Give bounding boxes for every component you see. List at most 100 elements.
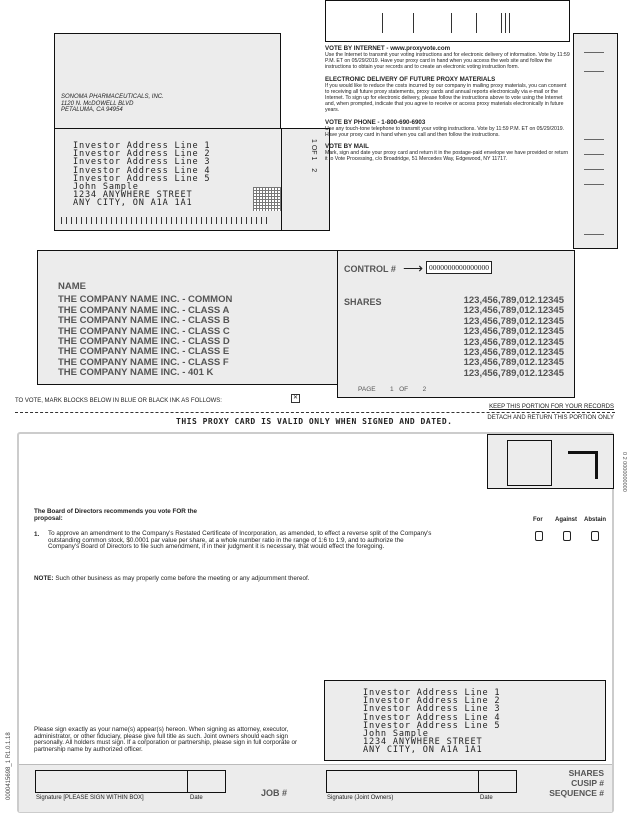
vote-against-checkbox[interactable] [563,531,571,541]
signing-instructions: Please sign exactly as your name(s) appe… [34,726,298,753]
share-value: 123,456,789,012.12345 [463,326,564,338]
holding-name: THE COMPANY NAME INC. - 401 K [58,367,214,379]
shares-code-label: SHARES [568,768,604,778]
date-box[interactable] [187,770,226,793]
joint-date-box[interactable] [478,770,517,793]
address-line: Investor Address Line 4 [73,165,211,176]
share-value: 123,456,789,012.12345 [463,367,564,379]
joint-signature-label: Signature (Joint Owners) [327,795,394,801]
valid-notice: THIS PROXY CARD IS VALID ONLY WHEN SIGNE… [176,417,453,426]
address-line: Investor Address Line 4 [363,712,501,723]
detach-line [15,412,615,413]
investor-address-box: Investor Address Line 1 Investor Address… [54,128,330,231]
holding-name: THE COMPANY NAME INC. - CLASS D [58,336,230,348]
holdings-names-box: NAME THE COMPANY NAME INC. - COMMON THE … [37,250,339,385]
address-line: Investor Address Line 3 [73,157,211,168]
mark-instructions: TO VOTE, MARK BLOCKS BELOW IN BLUE OR BL… [15,398,222,404]
note-label: NOTE: [34,575,54,582]
mark-example-icon: ✕ [291,394,300,403]
scan-box [487,434,614,489]
holding-name: THE COMPANY NAME INC. - CLASS A [58,304,230,316]
job-label: JOB # [261,788,288,798]
vote-abstain-checkbox[interactable] [591,531,599,541]
control-number: 0000000000000000 [426,261,492,274]
holding-name: THE COMPANY NAME INC. - CLASS B [58,315,230,327]
address-line: ANY CITY, ON A1A 1A1 [73,198,193,209]
cusip-label: CUSIP # [571,778,604,788]
edelivery-title: ELECTRONIC DELIVERY OF FUTURE PROXY MATE… [325,75,496,83]
page-a: 1 [310,139,317,143]
holding-name: THE COMPANY NAME INC. - COMMON [58,294,233,306]
board-recommendation: The Board of Directors recommends you vo… [34,508,198,522]
holding-name: THE COMPANY NAME INC. - CLASS C [58,325,230,337]
phone-title: VOTE BY PHONE - 1-800-690-6903 [325,118,426,126]
proposal-number: 1. [34,531,40,538]
grid-mark [253,187,281,211]
date-label: Date [190,795,203,801]
address-line: 1234 ANYWHERE STREET [363,737,483,748]
internet-title: VOTE BY INTERNET - www.proxyvote.com [325,45,451,52]
barcode-box [325,0,570,42]
vote-for-checkbox[interactable] [535,531,543,541]
page-b: 1 [310,156,317,161]
right-strip [573,33,618,249]
mail-title: VOTE BY MAIL [325,143,369,151]
share-value: 123,456,789,012.12345 [463,305,564,317]
joint-date-label: Date [480,795,493,801]
share-value: 123,456,789,012.12345 [463,315,564,327]
page-of: OF [399,386,409,393]
address-line: Investor Address Line 5 [73,173,211,184]
note-text: Such other business as may properly come… [55,575,310,582]
edelivery-text: If you would like to reduce the costs in… [325,82,567,114]
address-line: 1234 ANYWHERE STREET [73,190,193,201]
shares-label: SHARES [344,297,382,307]
holding-name: THE COMPANY NAME INC. - CLASS F [58,356,229,368]
card-address-box: Investor Address Line 1 Investor Address… [324,680,606,761]
header-against: Against [555,517,578,523]
side-code: 0 2 0000000000 [621,452,627,492]
address-line: Investor Address Line 5 [363,720,501,731]
header-abstain: Abstain [584,517,607,523]
arrow-icon: ⟶ [403,260,424,276]
share-value: 123,456,789,012.12345 [463,295,564,306]
holding-name: THE COMPANY NAME INC. - CLASS E [58,346,230,358]
share-value: 123,456,789,012.12345 [463,357,564,369]
share-value: 123,456,789,012.12345 [463,336,564,348]
return-address-line: PETALUMA, CA 94954 [61,107,123,113]
mail-text: Mark, sign and date your proxy card and … [325,150,569,163]
return-address-box: SONOMA PHARMACEUTICALS, INC. 1120 N. McD… [54,33,281,129]
proposal-text: To approve an amendment to the Company's… [48,530,432,551]
page-of: OF [310,144,317,155]
page-label: PAGE [358,386,376,393]
return-address-line: 1120 N. McDOWELL BLVD [61,100,134,107]
signature-label: Signature [PLEASE SIGN WITHIN BOX] [36,795,144,801]
address-line: Investor Address Line 1 [73,141,211,151]
vertical-code: 0000415698_1 R1.0.1.18 [6,732,12,800]
address-line: Investor Address Line 2 [363,696,501,707]
keep-portion-text: KEEP THIS PORTION FOR YOUR RECORDS [489,404,614,410]
return-address-line: SONOMA PHARMACEUTICALS, INC. [61,94,164,100]
phone-text: Use any touch-tone telephone to transmit… [325,125,565,138]
address-line: ANY CITY, ON A1A 1A1 [363,745,483,756]
joint-signature-box[interactable] [326,770,479,793]
voting-instructions: VOTE BY INTERNET - www.proxyvote.com Use… [325,45,571,162]
header-for: For [533,517,543,523]
control-box: CONTROL # ⟶ 0000000000000000 SHARES 123,… [337,250,575,398]
address-line: Investor Address Line 1 [363,688,501,698]
control-label: CONTROL # [344,264,396,274]
postal-barcode [61,217,271,224]
sequence-label: SEQUENCE # [549,788,604,798]
address-line: Investor Address Line 3 [363,704,501,715]
page-c: 2 [310,168,317,173]
share-value: 123,456,789,012.12345 [463,347,564,359]
address-line: John Sample [73,182,139,193]
address-line: John Sample [363,729,429,740]
internet-text: Use the Internet to transmit your voting… [325,52,570,71]
name-header: NAME [58,281,86,292]
page-total: 2 [422,386,427,393]
signature-box[interactable] [35,770,188,793]
address-line: Investor Address Line 2 [73,149,211,160]
page-number: 1 [390,386,394,393]
detach-portion-text: DETACH AND RETURN THIS PORTION ONLY [487,415,614,421]
